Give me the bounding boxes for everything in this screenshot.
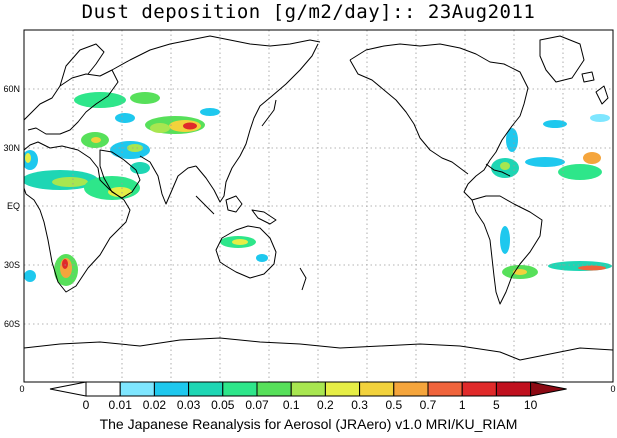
dust-us-east (506, 128, 518, 152)
dust-arabia-core (108, 187, 132, 197)
coast-siberia (111, 35, 321, 71)
colorbar-box (188, 381, 224, 397)
colorbar-label: 1 (459, 398, 466, 412)
dust-australia-core (232, 239, 248, 245)
coast-new-zealand (299, 267, 307, 291)
dust-australia-east (256, 254, 268, 262)
credit-line: The Japanese Reanalysis for Aerosol (JRA… (99, 416, 518, 432)
coast-europe (24, 69, 119, 135)
colorbar-box (153, 381, 190, 397)
dust-sahara-core (52, 177, 88, 187)
dust-india (130, 162, 150, 174)
dust-atlantic-4 (590, 114, 610, 122)
dust-west-africa-core (25, 153, 31, 163)
lat-label-30n: 30N (3, 143, 20, 153)
colorbar-label: 10 (524, 398, 538, 412)
dust-caspian (115, 113, 135, 123)
dust-atlantic-1 (525, 157, 565, 167)
coast-south-america (471, 195, 543, 305)
coast-alaska (349, 59, 469, 175)
dust-central-asia-2 (130, 92, 160, 104)
dust-shading (24, 92, 612, 286)
colorbar-label: 0 (83, 398, 90, 412)
colorbar-label: 0.2 (317, 398, 334, 412)
dust-patagonia-core (513, 269, 527, 275)
dust-central-asia (74, 92, 126, 108)
dust-atlantic-core (583, 152, 601, 164)
colorbar-label: 0.1 (283, 398, 300, 412)
colorbar-label: 5 (493, 398, 500, 412)
coast-antarctica (24, 337, 613, 361)
colorbar-box (119, 381, 155, 397)
colorbar-box (427, 381, 463, 397)
coast-borneo (225, 195, 243, 213)
dust-south-atlantic-core (578, 265, 606, 271)
coast-new-guinea (251, 209, 277, 225)
colorbar-label: 0.7 (420, 398, 437, 412)
lon-label-left: 0 (19, 384, 24, 394)
lon-label-right: 0 (610, 384, 615, 394)
coast-arabia (99, 149, 141, 199)
coast-north-america (349, 43, 529, 201)
colorbar-label: 0.3 (351, 398, 368, 412)
dust-kalahari-core (62, 259, 68, 269)
gridlines (24, 30, 613, 382)
coast-sumatra (195, 195, 215, 215)
colorbar-label: 0.05 (211, 398, 235, 412)
colorbar-box (393, 381, 429, 397)
dust-andes (500, 226, 510, 254)
coast-africa (24, 141, 131, 293)
dust-gulf-core (500, 162, 510, 170)
lat-label-eq: EQ (7, 201, 20, 211)
lat-label-60n: 60N (3, 84, 20, 94)
lat-label-60s: 60S (4, 319, 20, 329)
colorbar-box (359, 381, 395, 397)
dust-taklimakan-core (183, 122, 197, 130)
colorbar-label: 0.07 (245, 398, 269, 412)
dust-sw-africa (24, 270, 36, 282)
colorbar-box (324, 381, 361, 397)
coast-caribbean (485, 163, 511, 177)
dust-gobi (150, 123, 170, 133)
dust-mongolia (200, 108, 220, 116)
colorbar-box (290, 381, 326, 397)
dust-arabia (84, 176, 140, 200)
colorbar-box (256, 381, 292, 397)
colorbar-box (461, 381, 497, 397)
lat-label-30s: 30S (4, 260, 20, 270)
dust-mideast-core (91, 137, 101, 143)
colorbar-label: 0.01 (109, 398, 133, 412)
colorbar-over-triangle (530, 381, 567, 397)
coast-east-asia (195, 43, 319, 203)
coast-uk (595, 85, 609, 105)
colorbar-label: 0.5 (385, 398, 402, 412)
colorbar-label: 0.03 (177, 398, 201, 412)
coastlines (24, 35, 613, 361)
colorbar (49, 381, 567, 397)
coast-india (139, 155, 197, 205)
coast-iceland (581, 71, 595, 83)
dust-atlantic-3 (543, 120, 567, 128)
coast-japan (261, 99, 277, 127)
colorbar-label: 0.02 (143, 398, 167, 412)
coast-scandinavia (59, 43, 105, 87)
coast-greenland (539, 35, 585, 83)
chart-title: Dust deposition [g/m2/day]:: 23Aug2011 (81, 1, 536, 23)
colorbar-under-triangle (49, 381, 87, 397)
colorbar-box (222, 381, 258, 397)
coast-australia (215, 225, 277, 279)
dust-atlantic-2 (558, 164, 602, 180)
colorbar-box (85, 381, 121, 397)
colorbar-box (495, 381, 532, 397)
dust-iran-core (127, 144, 143, 152)
colorbar-labels: 0 0.01 0.02 0.03 0.05 0.07 0.1 0.2 0.3 0.5 0.7 1 5 10 (83, 398, 538, 412)
